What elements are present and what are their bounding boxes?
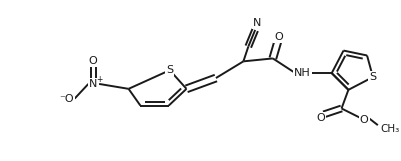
Text: ⁻O: ⁻O — [59, 94, 74, 104]
Text: NH: NH — [293, 68, 310, 78]
Text: O: O — [89, 56, 97, 66]
Text: O: O — [359, 115, 368, 125]
Text: +: + — [96, 75, 102, 84]
Text: CH₃: CH₃ — [380, 124, 399, 134]
Text: N: N — [252, 18, 261, 28]
Text: O: O — [316, 113, 324, 123]
Text: S: S — [369, 72, 376, 82]
Text: N: N — [89, 79, 97, 89]
Text: O: O — [273, 32, 282, 42]
Text: S: S — [166, 65, 173, 75]
